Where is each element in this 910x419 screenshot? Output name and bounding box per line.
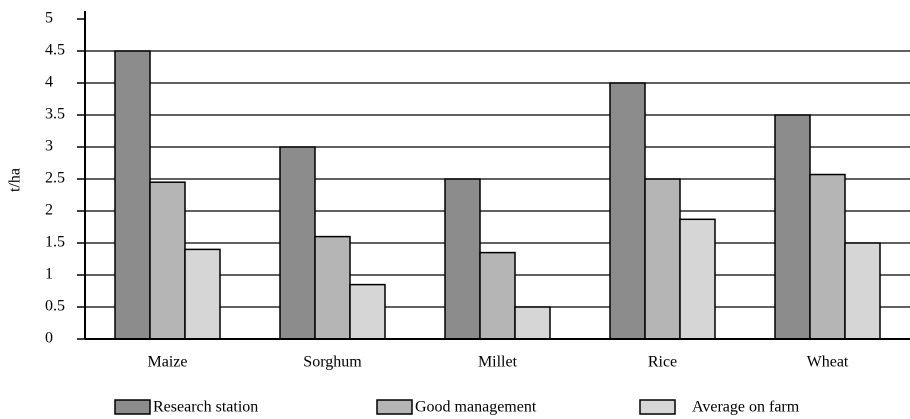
- y-tick-label: 2.5: [45, 170, 65, 187]
- y-tick-label: 4.5: [45, 42, 65, 59]
- legend-swatch: [376, 399, 413, 415]
- bar: [514, 306, 551, 340]
- y-tick-label: 0.5: [45, 298, 65, 315]
- x-tick-label: Sorghum: [303, 354, 362, 371]
- bar: [279, 146, 316, 340]
- bar: [184, 248, 221, 340]
- bar: [809, 173, 846, 340]
- legend-label: Good management: [415, 399, 537, 416]
- bar: [349, 283, 386, 340]
- y-tick-label: 3.5: [45, 106, 65, 123]
- legend-swatch: [114, 399, 151, 415]
- y-tick-label: 5: [45, 10, 53, 27]
- y-tick-label: 1: [45, 266, 53, 283]
- legend-label: Average on farm: [692, 399, 800, 416]
- legend-label: Research station: [153, 399, 258, 416]
- y-tick-label: 2: [45, 202, 53, 219]
- y-axis-label: t/ha: [7, 168, 24, 192]
- bar: [479, 251, 516, 340]
- x-tick-label: Wheat: [807, 354, 849, 371]
- y-tick-label: 1.5: [45, 234, 65, 251]
- bar: [609, 82, 646, 340]
- bar: [844, 242, 881, 340]
- legend-swatch: [639, 399, 676, 415]
- bar: [314, 235, 351, 340]
- bar: [114, 50, 151, 340]
- y-tick-label: 3: [45, 138, 53, 155]
- bar: [774, 114, 811, 340]
- y-tick-label: 4: [45, 74, 53, 91]
- bar: [444, 178, 481, 340]
- x-tick-label: Millet: [478, 354, 518, 371]
- x-tick-label: Maize: [148, 354, 188, 371]
- bar: [149, 181, 186, 340]
- bar: [644, 178, 681, 340]
- y-tick-label: 0: [45, 330, 53, 347]
- x-tick-label: Rice: [648, 354, 677, 371]
- bar: [679, 218, 716, 340]
